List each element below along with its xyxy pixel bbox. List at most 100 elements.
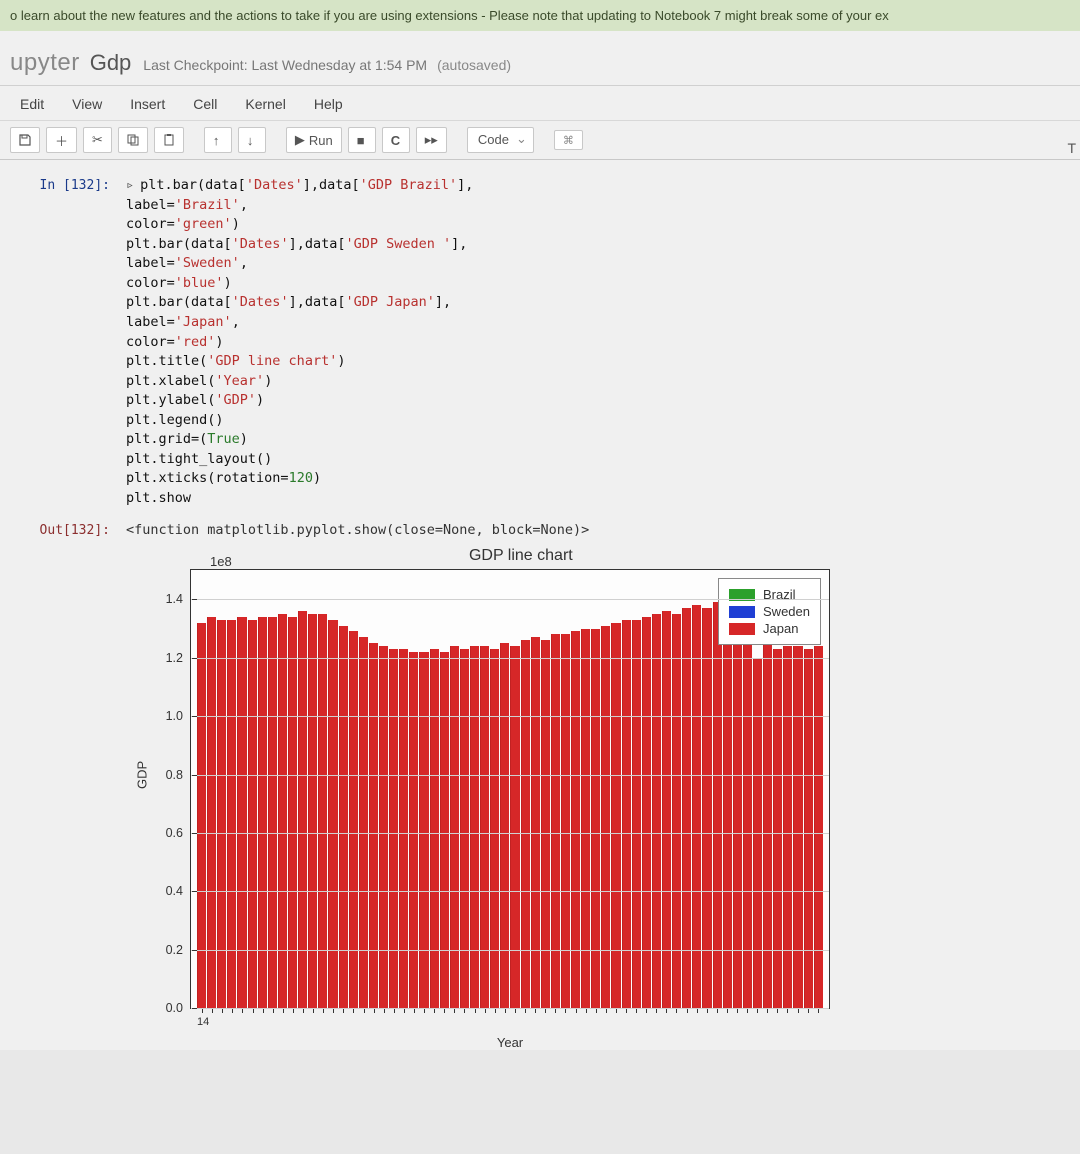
- save-button[interactable]: [10, 127, 40, 153]
- bar: [551, 634, 560, 1008]
- gridline: [191, 950, 829, 951]
- xtick: [217, 1008, 227, 1020]
- bar: [531, 637, 540, 1008]
- xtick: [560, 1008, 570, 1020]
- ytick-label: 1.4: [166, 592, 191, 606]
- command-palette-button[interactable]: ⌘: [554, 130, 583, 150]
- output-text: <function matplotlib.pyplot.show(close=N…: [120, 521, 1070, 541]
- ytick-label: 0.0: [166, 1001, 191, 1015]
- copy-button[interactable]: [118, 127, 148, 153]
- legend-row: Sweden: [729, 604, 810, 619]
- menu-edit[interactable]: Edit: [20, 96, 44, 112]
- bar: [440, 652, 449, 1008]
- bar: [389, 649, 398, 1008]
- xtick: [409, 1008, 419, 1020]
- trusted-indicator: T: [1067, 140, 1076, 156]
- xtick: [661, 1008, 671, 1020]
- y-scale-note: 1e8: [130, 554, 232, 569]
- bar: [581, 629, 590, 1009]
- bar: [682, 608, 691, 1008]
- paste-button[interactable]: [154, 127, 184, 153]
- bar: [379, 646, 388, 1008]
- xtick: [298, 1008, 308, 1020]
- ytick-label: 1.2: [166, 651, 191, 665]
- interrupt-button[interactable]: ■: [348, 127, 376, 153]
- bar: [369, 643, 378, 1008]
- xtick: [540, 1008, 550, 1020]
- bar: [662, 611, 671, 1008]
- cell-type-value: Code: [478, 132, 509, 147]
- notebook-header: upyter Gdp Last Checkpoint: Last Wednesd…: [0, 31, 1080, 86]
- xtick: [581, 1008, 591, 1020]
- out-prompt: Out[132]:: [10, 521, 120, 541]
- cut-button[interactable]: ✂: [83, 127, 112, 153]
- plot-area: 14 BrazilSwedenJapan 0.00.20.40.60.81.01…: [190, 569, 830, 1009]
- gridline: [191, 833, 829, 834]
- ytick-label: 0.8: [166, 768, 191, 782]
- menu-kernel[interactable]: Kernel: [245, 96, 285, 112]
- xtick: [732, 1008, 742, 1020]
- xtick: [742, 1008, 752, 1020]
- xtick: [782, 1008, 792, 1020]
- xtick: [288, 1008, 298, 1020]
- xtick: [308, 1008, 318, 1020]
- ytick-label: 0.2: [166, 943, 191, 957]
- xtick: [601, 1008, 611, 1020]
- xtick: [359, 1008, 369, 1020]
- bar: [743, 605, 752, 1008]
- jupyter-logo[interactable]: upyter: [10, 49, 80, 77]
- bar: [702, 608, 711, 1008]
- xtick: [591, 1008, 601, 1020]
- bar: [773, 649, 782, 1008]
- menu-view[interactable]: View: [72, 96, 102, 112]
- xtick: [752, 1008, 762, 1020]
- xtick: [318, 1008, 328, 1020]
- add-cell-button[interactable]: ＋: [46, 127, 77, 153]
- run-label: Run: [309, 133, 333, 148]
- xtick: [692, 1008, 702, 1020]
- code-body[interactable]: ▹plt.bar(data['Dates'],data['GDP Brazil'…: [120, 176, 1070, 509]
- bar: [339, 626, 348, 1009]
- xtick: [237, 1008, 247, 1020]
- move-up-button[interactable]: ↑: [204, 127, 232, 153]
- legend-swatch: [729, 623, 755, 635]
- bar: [419, 652, 428, 1008]
- legend-label: Sweden: [763, 604, 810, 619]
- menu-bar: Edit View Insert Cell Kernel Help: [0, 86, 1080, 121]
- menu-help[interactable]: Help: [314, 96, 343, 112]
- xtick: [762, 1008, 772, 1020]
- xtick: [419, 1008, 429, 1020]
- bar: [804, 649, 813, 1008]
- run-button[interactable]: ▶ Run: [286, 127, 342, 153]
- xtick: [278, 1008, 288, 1020]
- xtick: [338, 1008, 348, 1020]
- code-cell[interactable]: In [132]: ▹plt.bar(data['Dates'],data['G…: [10, 170, 1070, 515]
- chart-output: 1e8 GDP line chart GDP 14 BrazilSwedenJa…: [130, 554, 870, 1050]
- bar: [500, 643, 509, 1008]
- ytick-label: 0.6: [166, 826, 191, 840]
- move-down-button[interactable]: ↓: [238, 127, 266, 153]
- x-axis-label: Year: [190, 1035, 830, 1050]
- bar: [490, 649, 499, 1008]
- restart-button[interactable]: C: [382, 127, 410, 153]
- xtick: [793, 1008, 803, 1020]
- cell-type-select[interactable]: Code: [467, 127, 534, 153]
- menu-insert[interactable]: Insert: [130, 96, 165, 112]
- xtick: [803, 1008, 813, 1020]
- legend-swatch: [729, 606, 755, 618]
- notebook-name[interactable]: Gdp: [90, 50, 132, 76]
- menu-cell[interactable]: Cell: [193, 96, 217, 112]
- bar: [541, 640, 550, 1008]
- restart-run-all-button[interactable]: ▸▸: [416, 127, 447, 153]
- xtick: [651, 1008, 661, 1020]
- ytick-label: 1.0: [166, 709, 191, 723]
- gridline: [191, 1008, 829, 1009]
- xtick: [500, 1008, 510, 1020]
- autosaved-text: (autosaved): [437, 57, 511, 73]
- xtick: [520, 1008, 530, 1020]
- output-cell: Out[132]: <function matplotlib.pyplot.sh…: [10, 515, 1070, 547]
- xtick: [258, 1008, 268, 1020]
- bar: [561, 634, 570, 1008]
- bar: [793, 646, 802, 1008]
- toolbar: ＋ ✂ ↑ ↓ ▶ Run ■ C ▸▸ Code ⌘: [0, 121, 1080, 160]
